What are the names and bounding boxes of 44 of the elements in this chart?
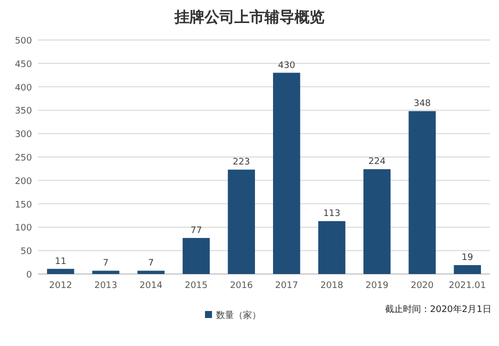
y-tick-label: 250 [14, 154, 32, 164]
data-label: 224 [368, 157, 386, 168]
x-tick-label: 2018 [320, 281, 344, 291]
y-tick-label: 500 [14, 36, 32, 46]
x-tick-label: 2021.01 [448, 281, 486, 291]
x-tick-label: 2015 [184, 281, 208, 291]
x-tick-label: 2012 [49, 281, 72, 291]
bar [47, 268, 74, 274]
bar [92, 270, 120, 274]
y-tick-label: 150 [14, 200, 32, 210]
y-tick-label: 100 [14, 224, 32, 234]
y-tick-label: 450 [14, 60, 32, 70]
x-tick-label: 2017 [275, 281, 298, 291]
bar [454, 265, 481, 274]
y-tick-label: 50 [20, 247, 32, 258]
bar [228, 170, 255, 274]
y-tick-label: 200 [14, 176, 32, 187]
x-tick-label: 2013 [94, 281, 118, 291]
x-tick-label: 2020 [410, 281, 434, 291]
x-tick-label: 2016 [230, 281, 254, 291]
legend-label: 数量（家） [216, 310, 261, 321]
bar [273, 72, 300, 274]
x-tick-label: 2014 [140, 281, 163, 291]
x-tick-label: 2019 [366, 281, 389, 291]
y-tick-label: 0 [26, 270, 32, 280]
bar [363, 169, 391, 274]
data-label: 223 [232, 158, 250, 168]
data-label: 7 [102, 258, 109, 269]
bar [137, 270, 165, 274]
data-label: 348 [414, 99, 432, 110]
bar [318, 221, 346, 274]
bar [182, 238, 210, 274]
y-tick-label: 300 [14, 130, 32, 140]
data-label: 19 [462, 253, 474, 264]
data-label: 7 [148, 258, 154, 269]
text: 截止时间：2020年2月1日 [385, 304, 492, 315]
data-label: 113 [323, 209, 340, 220]
chart-title: 挂牌公司上市辅导概览 [174, 8, 324, 26]
y-tick-label: 350 [14, 106, 32, 117]
y-tick-label: 400 [14, 83, 32, 94]
data-label: 11 [54, 256, 66, 267]
data-label: 77 [190, 226, 202, 236]
data-label: 430 [278, 60, 296, 71]
bar [408, 111, 436, 274]
